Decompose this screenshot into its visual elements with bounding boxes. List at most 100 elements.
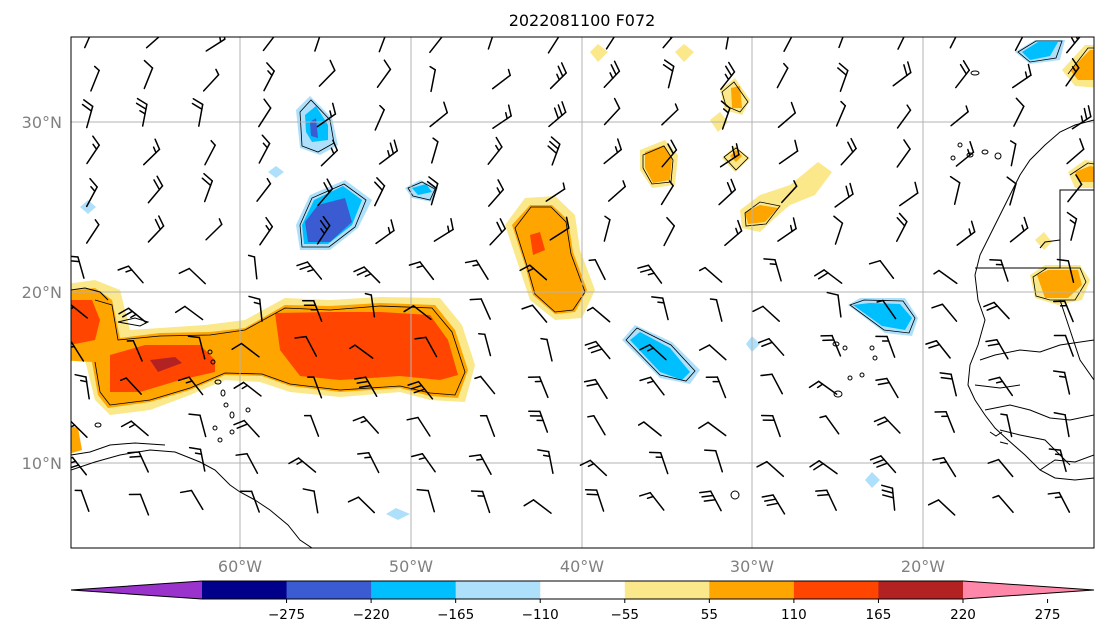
wind-barb-flag [247,254,256,258]
wind-barb-flag [265,216,274,228]
ivory-coast-border [1039,454,1094,471]
lon-label-20w: 20°W [901,557,945,576]
wind-barb-flag [403,305,415,313]
wind-barb-flag [416,265,424,269]
wind-barb-shaft [718,188,737,206]
wind-barb-flag [587,462,595,468]
wind-barb-shaft [547,450,554,474]
wind-barb-shaft [817,380,838,395]
wind-barb-flag [443,101,449,114]
wind-barb-shaft [708,344,727,361]
wind-barb-flag [877,419,889,426]
wind-barb-flag [429,65,436,71]
wind-barb-shaft [484,333,492,357]
wind-barb-shaft [996,338,1009,360]
wind-barb-shaft [776,67,789,89]
wind-barb-flag [1075,37,1079,41]
wind-barb-shaft [425,336,438,358]
wind-barb-shaft [488,188,505,207]
wind-barb-flag [432,137,439,143]
wind-barb-flag [161,28,163,34]
wind-barb-shaft [199,414,207,438]
wind-barb-shaft [419,261,435,281]
wind-barb-shaft [429,111,449,128]
positive-anomaly-small-4-110 [731,86,742,108]
wind-barb-flag [1018,23,1025,31]
wind-barb-flag [931,303,944,309]
wind-barb-shaft [430,182,439,206]
cape-verde-islands [730,341,878,500]
wind-barb-shaft [258,142,271,164]
wind-barb-flag [735,143,740,156]
wind-barb-shaft [1070,218,1078,241]
wind-barb-shaft [539,410,549,433]
wind-barb-flag [152,146,157,154]
wind-barb-flag [450,217,454,231]
wind-barb-flag [117,265,130,271]
wind-barb-flag [622,180,626,188]
positive-anomaly-africa-2 [1035,232,1052,250]
wind-barb-flag [970,220,976,233]
wind-barb-flag [562,182,566,190]
wind-barb-flag [231,342,243,351]
wind-barb-flag [507,68,511,77]
wind-barb-flag [156,175,164,187]
wind-barb-flag [120,420,133,428]
wind-barb-shaft [704,266,723,283]
wind-barb-flag [969,141,975,153]
wind-barb-flag [613,97,621,110]
wind-barb-flag [128,423,136,428]
wind-barb-flag [735,227,739,235]
wind-barb-shaft [608,185,626,202]
wind-barb-shaft [707,421,727,437]
wind-barb-flag [153,179,161,191]
wind-barb-shaft [594,258,606,281]
wind-barb-flag [728,61,736,73]
wind-barb-flag [967,148,971,156]
wind-barb-shaft [546,338,553,362]
negative-anomaly-small-1 [80,200,96,214]
wind-barb-flag [383,27,387,31]
wind-barb-flag [579,459,592,466]
wind-barb-shaft [202,73,220,92]
wind-barb-flag [540,337,548,341]
wind-barb-flag [521,304,534,310]
wind-barb-flag [472,263,480,267]
wind-barb-shaft [313,490,319,514]
wind-barb-shaft [772,494,786,515]
wind-barb-flag [364,273,372,278]
wind-barb-flag [177,376,190,382]
wind-barb-flag [218,218,223,226]
wind-barb-shaft [429,37,443,54]
wind-barb-flag [590,348,603,354]
wind-barb-shaft [1064,414,1070,438]
colorbar-tick-label: −165 [437,607,474,623]
wind-barb-shaft [950,111,969,127]
wind-barb-flag [703,449,717,452]
wind-barb-flag [94,219,100,226]
positive-anomaly-west-edge [71,426,82,454]
wind-barb-shaft [938,269,958,285]
wind-barb-flag [322,215,331,227]
wind-barb-flag [178,267,190,275]
wind-barb-shaft [85,223,100,244]
wind-barb-shaft [190,489,204,511]
wind-barb-flag [794,139,799,152]
wind-barb-shaft [595,340,611,360]
wind-barb-flag [647,272,655,276]
wind-barb-shaft [188,267,206,285]
wind-barb-shaft [529,264,548,281]
wind-barb-shaft [80,489,90,512]
wind-barb-flag [390,219,395,232]
south-america-coast [71,449,313,548]
wind-barb-shaft [551,143,561,166]
wind-barb-shaft [362,415,380,434]
wind-barb-shaft [660,184,674,206]
wind-barb-flag [1052,370,1066,374]
wind-barb-shaft [945,411,955,433]
wind-barb-flag [302,488,315,492]
wind-barb-flag [428,176,439,185]
wind-barb-shaft [250,490,260,513]
wind-barb-shaft [309,414,320,437]
wind-barb-shaft [839,69,849,93]
